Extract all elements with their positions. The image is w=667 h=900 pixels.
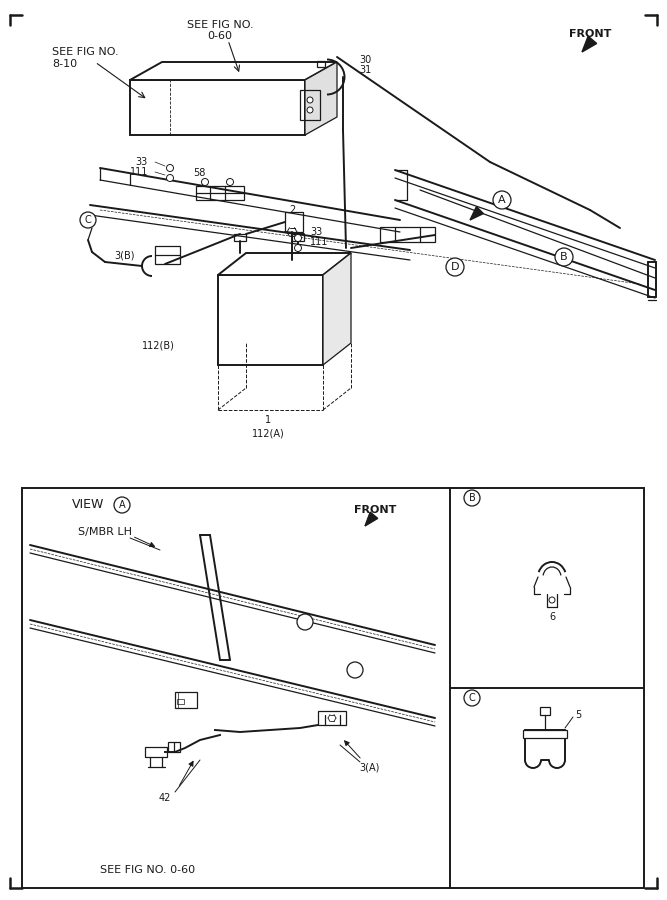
Text: 1: 1 [265, 415, 271, 425]
Text: 8-10: 8-10 [52, 59, 77, 69]
Bar [300, 90, 320, 120]
Circle shape [114, 497, 130, 513]
Text: 42: 42 [159, 793, 171, 803]
Bar [218, 275, 323, 365]
Polygon shape [582, 36, 597, 52]
Text: C: C [85, 215, 91, 225]
Text: 31: 31 [359, 65, 372, 75]
Circle shape [297, 614, 313, 630]
Circle shape [167, 175, 173, 182]
Text: SEE FIG NO.: SEE FIG NO. [52, 47, 119, 57]
Text: S/MBR LH: S/MBR LH [78, 527, 132, 537]
Circle shape [80, 212, 96, 228]
Polygon shape [470, 207, 484, 220]
Text: A: A [498, 195, 506, 205]
Text: D: D [451, 262, 460, 272]
Bar [318, 711, 346, 725]
Bar [155, 246, 180, 264]
Circle shape [307, 97, 313, 103]
Bar [292, 234, 304, 241]
Circle shape [167, 165, 173, 172]
Text: 0-60: 0-60 [207, 31, 233, 41]
Polygon shape [130, 62, 337, 80]
Text: B: B [469, 493, 476, 503]
Bar [175, 692, 197, 708]
Text: FRONT: FRONT [569, 29, 611, 39]
Polygon shape [365, 512, 378, 526]
Bar [168, 742, 180, 752]
Bar [523, 730, 567, 738]
Circle shape [201, 178, 209, 185]
Circle shape [295, 235, 301, 241]
Text: 33: 33 [136, 157, 148, 167]
Circle shape [464, 490, 480, 506]
Bar [177, 699, 184, 704]
Text: 2: 2 [289, 205, 295, 215]
Circle shape [227, 178, 233, 185]
Text: FRONT: FRONT [354, 505, 396, 515]
Text: C: C [469, 693, 476, 703]
Text: 5: 5 [575, 710, 581, 720]
Bar [22, 488, 644, 888]
Bar [317, 61, 325, 67]
Text: 3(B): 3(B) [115, 250, 135, 260]
Text: SEE FIG NO.: SEE FIG NO. [187, 20, 253, 30]
Circle shape [464, 690, 480, 706]
Text: 112(A): 112(A) [251, 428, 284, 438]
Text: B: B [560, 252, 568, 262]
Bar [380, 227, 435, 242]
Text: 58: 58 [193, 168, 205, 178]
Bar [130, 80, 305, 135]
Polygon shape [218, 253, 351, 275]
Circle shape [549, 597, 555, 603]
Text: 30: 30 [359, 55, 372, 65]
Circle shape [295, 245, 301, 251]
Text: 111: 111 [310, 237, 328, 247]
Text: 33: 33 [310, 227, 322, 237]
Circle shape [307, 107, 313, 113]
Bar [285, 212, 303, 232]
Text: 6: 6 [549, 612, 555, 622]
Circle shape [493, 191, 511, 209]
Polygon shape [305, 62, 337, 135]
Text: 111: 111 [129, 167, 148, 177]
Circle shape [347, 662, 363, 678]
Text: 112(B): 112(B) [141, 340, 175, 350]
Polygon shape [323, 253, 351, 365]
Text: A: A [119, 500, 125, 510]
Text: VIEW: VIEW [72, 499, 104, 511]
Text: SEE FIG NO. 0-60: SEE FIG NO. 0-60 [100, 865, 195, 875]
Bar [196, 186, 244, 200]
Circle shape [555, 248, 573, 266]
Bar [540, 707, 550, 715]
Bar [145, 747, 167, 757]
Circle shape [446, 258, 464, 276]
Text: 3(A): 3(A) [360, 762, 380, 772]
Bar [234, 234, 246, 241]
